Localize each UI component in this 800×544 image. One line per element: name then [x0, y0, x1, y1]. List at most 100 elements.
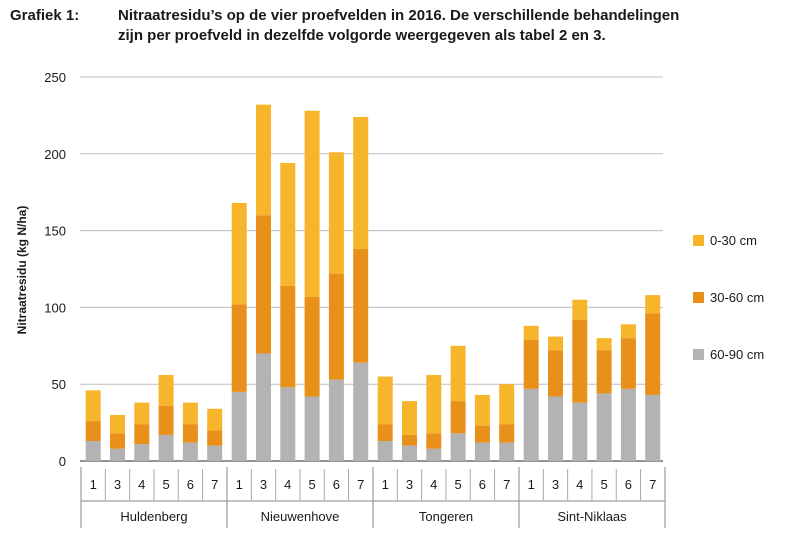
bar-segment-nieuwenhove-4-30-60cm	[280, 285, 296, 388]
bar-segment-nieuwenhove-6-30-60cm	[328, 273, 344, 380]
legend-swatch-60-90cm	[693, 349, 704, 360]
bar-segment-nieuwenhove-7-60-90cm	[353, 362, 369, 461]
bar-segment-tongeren-3-0-30cm	[402, 401, 417, 435]
bar-segment-huldenberg-7-30-60cm	[207, 430, 223, 446]
bar-segment-tongeren-6-60-90cm	[474, 442, 490, 461]
bar-segment-tongeren-1-0-30cm	[377, 376, 393, 425]
bar-segment-tongeren-5-30-60cm	[450, 401, 466, 434]
bar-segment-nieuwenhove-1-0-30cm	[231, 202, 247, 305]
bar-segment-huldenberg-7-60-90cm	[207, 445, 223, 461]
x-tick-label: 1	[90, 477, 97, 492]
bar-segment-huldenberg-3-0-30cm	[110, 414, 125, 434]
bar-segment-tongeren-5-60-90cm	[450, 433, 466, 461]
bar-segment-huldenberg-5-60-90cm	[158, 434, 174, 461]
bar-segment-sint-niklaas-6-0-30cm	[620, 324, 636, 339]
legend-label-0-30cm: 0-30 cm	[710, 233, 757, 248]
bar-segment-sint-niklaas-4-60-90cm	[572, 402, 588, 461]
legend: 0-30 cm 30-60 cm 60-90 cm	[693, 233, 764, 362]
legend-swatch-0-30cm	[693, 235, 704, 246]
bar-segment-nieuwenhove-5-30-60cm	[304, 296, 320, 397]
bar-segment-sint-niklaas-1-30-60cm	[523, 339, 539, 389]
bar-segment-huldenberg-4-30-60cm	[134, 424, 150, 445]
bar-segment-nieuwenhove-1-30-60cm	[231, 304, 247, 392]
bar-segment-nieuwenhove-4-60-90cm	[280, 387, 296, 461]
group-label-sint-niklaas: Sint-Niklaas	[557, 509, 627, 524]
bar-segment-nieuwenhove-6-60-90cm	[328, 379, 344, 461]
bar-segment-huldenberg-6-60-90cm	[182, 442, 198, 461]
bar-segment-tongeren-7-0-30cm	[499, 384, 515, 425]
legend-swatch-30-60cm	[693, 292, 704, 303]
x-tick-label: 7	[211, 477, 218, 492]
bar-segment-sint-niklaas-7-60-90cm	[645, 394, 661, 461]
x-tick-label: 3	[406, 477, 413, 492]
x-tick-label: 7	[503, 477, 510, 492]
group-label-huldenberg: Huldenberg	[120, 509, 187, 524]
bar-segment-sint-niklaas-4-0-30cm	[572, 299, 588, 320]
bar-segment-tongeren-3-60-90cm	[402, 445, 417, 461]
bar-segment-tongeren-1-60-90cm	[377, 441, 393, 461]
x-axis: 1 3 4 5 6 7 Huldenberg 1 3 4 5 6 7 Nieuwenhove 1 3 4 5 6 7 T…	[80, 467, 666, 528]
x-tick-label: 6	[333, 477, 340, 492]
x-tick-label: 3	[114, 477, 121, 492]
group-label-tongeren: Tongeren	[419, 509, 473, 524]
group-label-nieuwenhove: Nieuwenhove	[261, 509, 340, 524]
bar-segment-sint-niklaas-6-60-90cm	[620, 388, 636, 461]
bar-segment-huldenberg-4-60-90cm	[134, 444, 150, 461]
legend-label-60-90cm: 60-90 cm	[710, 347, 764, 362]
x-tick-label: 3	[260, 477, 267, 492]
x-tick-label: 1	[236, 477, 243, 492]
bar-segment-sint-niklaas-5-60-90cm	[596, 393, 612, 461]
caption-label: Grafiek 1:	[10, 7, 80, 24]
bar-segment-sint-niklaas-7-0-30cm	[645, 295, 661, 314]
bar-segment-huldenberg-1-30-60cm	[85, 421, 101, 442]
bar-segment-sint-niklaas-6-30-60cm	[620, 338, 636, 389]
bar-segment-nieuwenhove-3-30-60cm	[256, 215, 271, 354]
x-tick-label: 5	[454, 477, 461, 492]
x-tick-label: 7	[649, 477, 656, 492]
bar-segment-huldenberg-3-30-60cm	[110, 433, 125, 449]
bar-segment-tongeren-5-0-30cm	[450, 345, 466, 402]
bar-segment-nieuwenhove-7-0-30cm	[353, 116, 369, 250]
x-tick-label: 5	[600, 477, 607, 492]
bar-segment-sint-niklaas-1-0-30cm	[523, 325, 539, 340]
bar-segment-sint-niklaas-1-60-90cm	[523, 388, 539, 461]
x-tick-label: 3	[552, 477, 559, 492]
gridlines	[80, 76, 663, 462]
y-axis-label: Nitraatresidu (kg N/ha)	[15, 206, 29, 335]
bar-segment-nieuwenhove-4-0-30cm	[280, 163, 296, 286]
bar-segment-tongeren-7-30-60cm	[499, 424, 515, 443]
bar-segment-huldenberg-7-0-30cm	[207, 408, 223, 431]
bar-segment-nieuwenhove-5-0-30cm	[304, 110, 320, 297]
x-tick-label: 5	[308, 477, 315, 492]
x-tick-label: 4	[576, 477, 583, 492]
x-tick-label: 6	[187, 477, 194, 492]
bar-segment-sint-niklaas-4-30-60cm	[572, 319, 588, 403]
bar-segment-nieuwenhove-1-60-90cm	[231, 391, 247, 461]
bar-segment-huldenberg-3-60-90cm	[110, 448, 125, 461]
bar-segment-nieuwenhove-5-60-90cm	[304, 396, 320, 461]
y-tick-label-250: 250	[44, 70, 66, 85]
x-tick-label: 6	[625, 477, 632, 492]
bar-segment-huldenberg-6-0-30cm	[182, 402, 198, 425]
bar-segment-tongeren-3-30-60cm	[402, 434, 417, 446]
bar-segment-nieuwenhove-3-0-30cm	[256, 104, 271, 216]
y-tick-label-100: 100	[44, 300, 66, 315]
x-tick-label: 6	[479, 477, 486, 492]
bar-segment-nieuwenhove-7-30-60cm	[353, 249, 369, 363]
bar-segment-huldenberg-1-60-90cm	[85, 441, 101, 461]
y-axis-ticks: 0 50 100 150 200 250	[44, 70, 66, 469]
bar-segment-tongeren-7-60-90cm	[499, 442, 515, 461]
bar-segment-sint-niklaas-7-30-60cm	[645, 313, 661, 395]
bar-segment-huldenberg-5-0-30cm	[158, 374, 174, 406]
caption-line-1: Nitraatresidu’s op de vier proefvelden i…	[118, 7, 680, 24]
bar-segment-tongeren-4-0-30cm	[426, 374, 442, 434]
bar-segment-tongeren-4-30-60cm	[426, 433, 442, 449]
bar-segment-nieuwenhove-6-0-30cm	[328, 152, 344, 274]
y-tick-label-200: 200	[44, 147, 66, 162]
bar-segment-huldenberg-6-30-60cm	[182, 424, 198, 443]
bar-segment-sint-niklaas-3-0-30cm	[548, 336, 563, 351]
bar-segment-huldenberg-4-0-30cm	[134, 402, 150, 425]
x-tick-label: 5	[162, 477, 169, 492]
bar-segment-sint-niklaas-3-60-90cm	[548, 396, 563, 461]
